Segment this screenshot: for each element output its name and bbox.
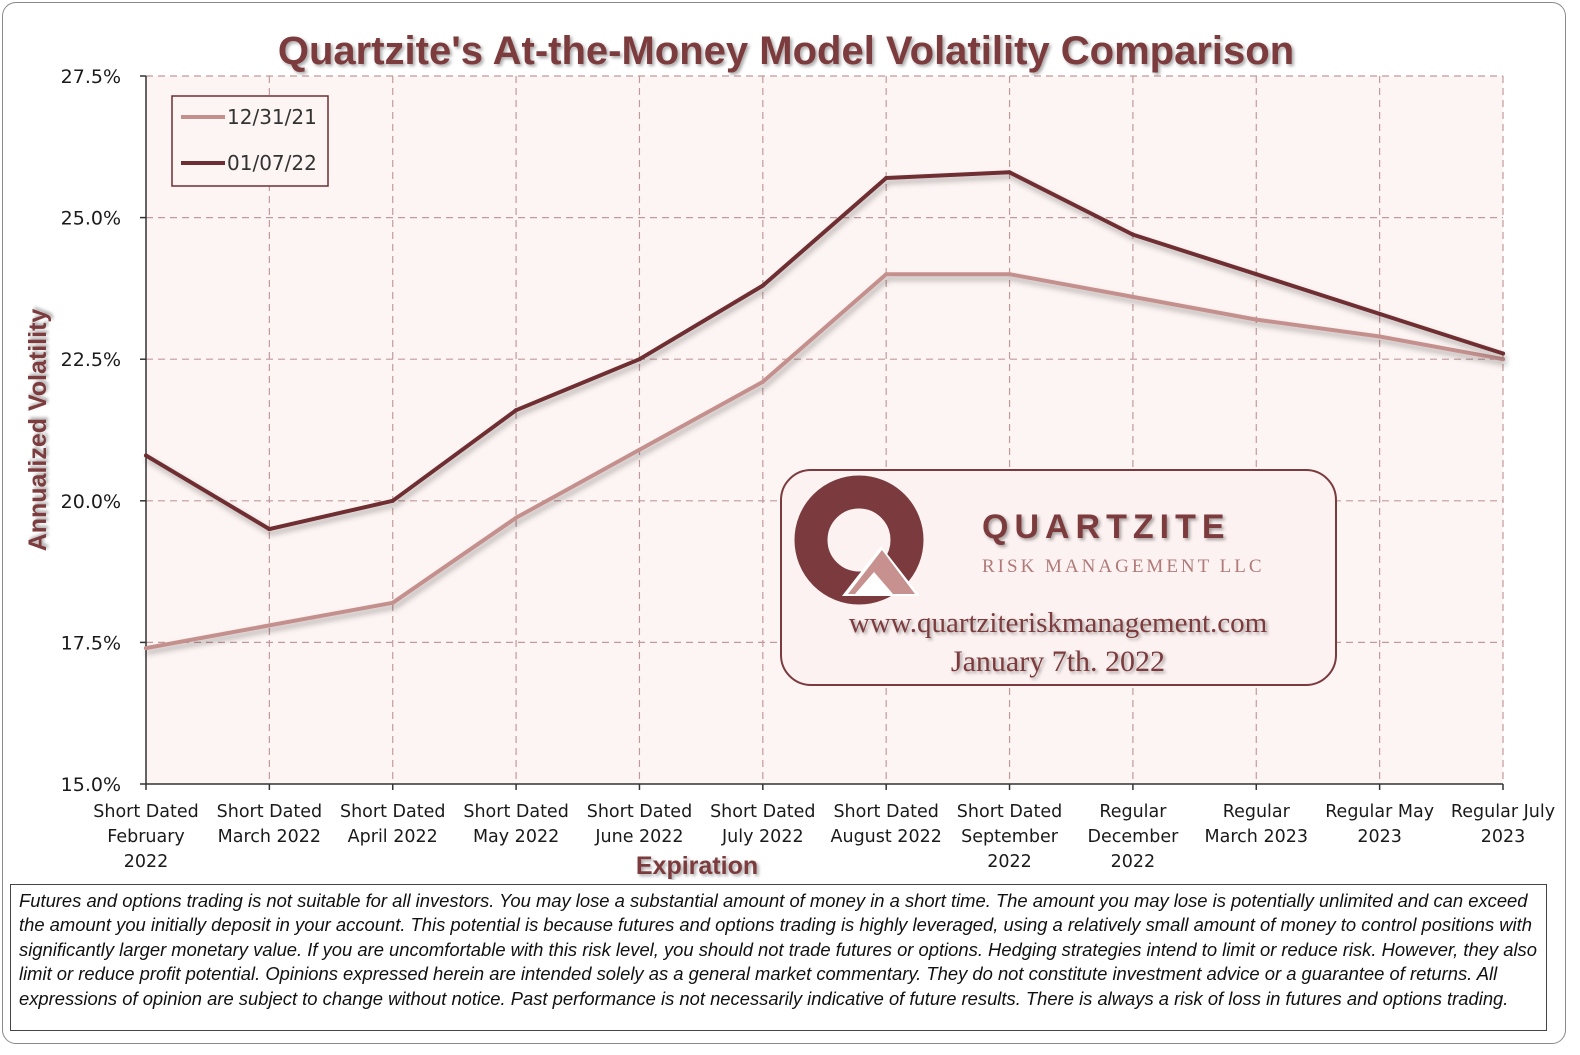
logo-watermark: QUARTZITE RISK MANAGEMENT LLC www.quartz… <box>780 469 1337 686</box>
x-tick-label: Regular March 2023 <box>1205 802 1308 847</box>
data-point-01-07-22 <box>144 453 148 458</box>
data-point-12-31-21 <box>1254 317 1259 322</box>
logo-name: QUARTZITE <box>982 508 1231 546</box>
x-tick-label: Short Dated May 2022 <box>463 802 568 847</box>
data-point-01-07-22 <box>1254 272 1259 277</box>
disclaimer-box: Futures and options trading is not suita… <box>10 884 1547 1031</box>
x-tick-label: Short Dated March 2022 <box>217 802 322 847</box>
y-tick-label: 27.5% <box>61 66 121 88</box>
series-line-01-07-22 <box>144 170 1505 532</box>
legend-label-12-31-21: 12/31/21 <box>227 105 317 129</box>
x-tick-label: Regular May 2023 <box>1325 802 1434 847</box>
legend-box <box>171 95 329 187</box>
series-line-12-31-21 <box>144 272 1505 651</box>
x-tick-label: Short Dated September 2022 <box>957 802 1062 872</box>
data-point-12-31-21 <box>514 515 519 520</box>
data-point-12-31-21 <box>1377 334 1382 339</box>
x-tick-label: Short Dated July 2022 <box>710 802 815 847</box>
data-point-01-07-22 <box>1501 351 1505 356</box>
logo-date: January 7th. 2022 <box>951 645 1165 678</box>
disclaimer-text: Futures and options trading is not suita… <box>19 890 1537 1009</box>
x-tick-label: Regular December 2022 <box>1088 802 1180 872</box>
chart-title: Quartzite's At-the-Money Model Volatilit… <box>278 29 1294 73</box>
data-point-01-07-22 <box>390 498 395 503</box>
logo-url: www.quartziteriskmanagement.com <box>849 607 1268 639</box>
data-point-01-07-22 <box>760 283 765 288</box>
quartzite-logo-mark <box>794 475 924 605</box>
data-point-01-07-22 <box>884 175 889 180</box>
x-tick-label: Short Dated April 2022 <box>340 802 445 847</box>
axes <box>145 76 1503 785</box>
data-point-01-07-22 <box>1130 232 1135 237</box>
data-point-01-07-22 <box>267 527 272 532</box>
data-point-12-31-21 <box>1007 272 1012 277</box>
data-point-12-31-21 <box>144 646 148 651</box>
legend: 12/31/21 01/07/22 <box>171 95 329 187</box>
data-point-12-31-21 <box>760 379 765 384</box>
data-point-12-31-21 <box>267 623 272 628</box>
x-tick-label: Short Dated February 2022 <box>93 802 198 872</box>
data-point-01-07-22 <box>1377 311 1382 316</box>
data-point-01-07-22 <box>1007 170 1012 175</box>
y-axis-ticks: 15.0% 17.5% 20.0% 22.5% 25.0% 27.5% <box>61 66 146 796</box>
data-point-12-31-21 <box>884 272 889 277</box>
y-tick-label: 25.0% <box>61 208 121 230</box>
x-tick-label: Short Dated August 2022 <box>831 802 942 847</box>
x-axis-ticks: Short Dated February 2022 Short Dated March … <box>93 784 1555 872</box>
data-series <box>144 170 1505 651</box>
data-point-12-31-21 <box>1501 357 1505 362</box>
x-axis-title: Expiration <box>636 852 758 880</box>
data-point-12-31-21 <box>1130 294 1135 299</box>
legend-label-01-07-22: 01/07/22 <box>227 151 317 175</box>
data-point-01-07-22 <box>514 408 519 413</box>
y-axis-title: Annualized Volatility <box>24 309 52 552</box>
x-tick-label: Short Dated June 2022 <box>587 802 692 847</box>
x-tick-label: Regular July 2023 <box>1451 802 1555 847</box>
y-tick-label: 15.0% <box>61 774 121 796</box>
data-point-12-31-21 <box>637 447 642 452</box>
logo-subtitle: RISK MANAGEMENT LLC <box>982 556 1265 577</box>
data-point-01-07-22 <box>637 357 642 362</box>
y-tick-label: 22.5% <box>61 349 121 371</box>
y-tick-label: 17.5% <box>61 632 121 654</box>
volatility-chart: Quartzite's At-the-Money Model Volatilit… <box>24 29 1555 880</box>
data-point-12-31-21 <box>390 600 395 605</box>
y-tick-label: 20.0% <box>61 491 121 513</box>
